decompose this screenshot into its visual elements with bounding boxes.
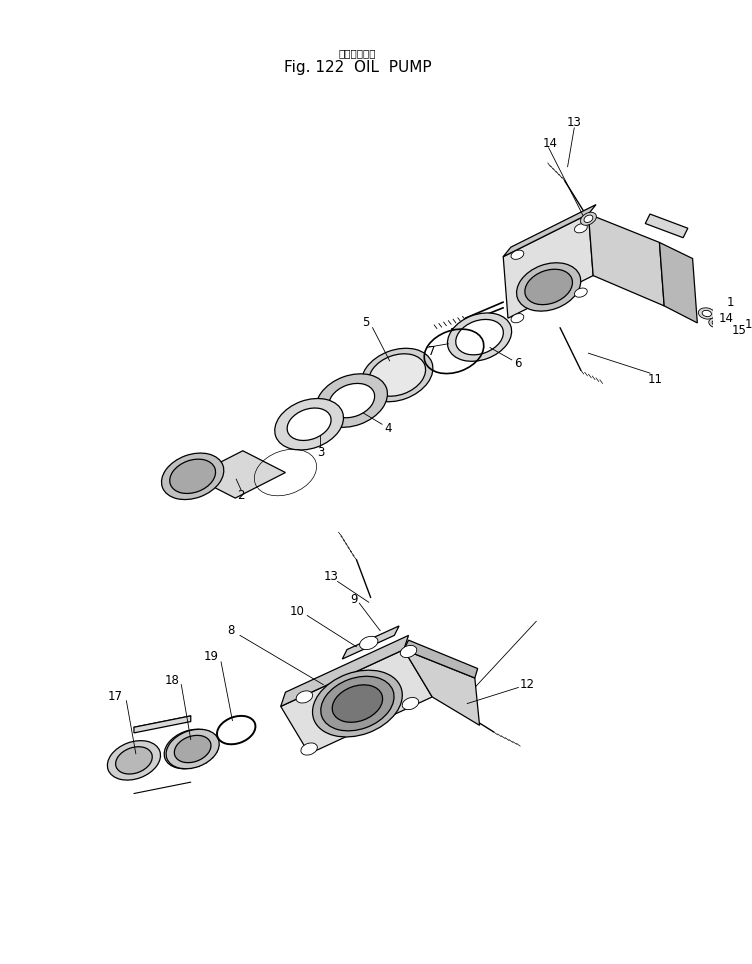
Polygon shape [342, 626, 399, 659]
Ellipse shape [164, 730, 217, 768]
Ellipse shape [720, 316, 726, 320]
Ellipse shape [316, 374, 387, 427]
Ellipse shape [447, 313, 511, 362]
Ellipse shape [400, 646, 417, 657]
Ellipse shape [517, 263, 581, 311]
Ellipse shape [170, 459, 216, 494]
Ellipse shape [313, 670, 402, 736]
Text: 14: 14 [543, 137, 558, 149]
Polygon shape [503, 214, 593, 318]
Ellipse shape [329, 384, 374, 417]
Ellipse shape [581, 212, 596, 226]
Text: 18: 18 [165, 675, 179, 687]
Polygon shape [588, 214, 664, 306]
Ellipse shape [708, 318, 723, 328]
Text: 13: 13 [323, 570, 338, 583]
Text: 9: 9 [350, 593, 357, 606]
Text: 17: 17 [108, 690, 123, 704]
Ellipse shape [166, 730, 220, 768]
Ellipse shape [359, 636, 378, 650]
Ellipse shape [174, 736, 211, 763]
Ellipse shape [456, 319, 503, 355]
Text: 6: 6 [514, 357, 521, 370]
Polygon shape [280, 635, 408, 707]
Text: 5: 5 [362, 316, 370, 330]
Polygon shape [134, 716, 191, 733]
Text: 15: 15 [732, 324, 747, 337]
Ellipse shape [301, 743, 317, 755]
Text: 16: 16 [744, 318, 752, 332]
Text: 12: 12 [520, 678, 535, 691]
Polygon shape [660, 243, 697, 323]
Text: 4: 4 [384, 422, 392, 436]
Text: 14: 14 [718, 311, 733, 325]
Polygon shape [503, 204, 596, 256]
Polygon shape [645, 214, 688, 238]
Ellipse shape [511, 250, 524, 259]
Ellipse shape [362, 348, 433, 402]
Text: 13: 13 [567, 116, 581, 129]
Ellipse shape [717, 314, 729, 322]
Ellipse shape [584, 215, 593, 223]
Text: 1: 1 [726, 296, 734, 308]
Text: オイルポンプ: オイルポンプ [338, 48, 376, 59]
Ellipse shape [402, 698, 419, 710]
Ellipse shape [287, 408, 331, 441]
Ellipse shape [699, 308, 715, 319]
Polygon shape [404, 640, 478, 678]
Ellipse shape [162, 453, 224, 499]
Ellipse shape [511, 313, 524, 323]
Ellipse shape [575, 288, 587, 297]
Ellipse shape [575, 224, 587, 233]
Ellipse shape [116, 747, 152, 774]
Polygon shape [280, 650, 432, 754]
Ellipse shape [296, 691, 313, 703]
Ellipse shape [525, 269, 572, 305]
Polygon shape [193, 451, 286, 498]
Text: Fig. 122  OIL  PUMP: Fig. 122 OIL PUMP [284, 60, 431, 74]
Text: 19: 19 [204, 650, 219, 662]
Ellipse shape [332, 684, 383, 722]
Ellipse shape [274, 398, 344, 450]
Ellipse shape [108, 740, 160, 780]
Text: 10: 10 [290, 605, 305, 618]
Ellipse shape [712, 320, 720, 326]
Text: 2: 2 [237, 489, 244, 501]
Text: 8: 8 [227, 624, 234, 637]
Ellipse shape [321, 677, 394, 731]
Polygon shape [404, 650, 480, 725]
Ellipse shape [368, 354, 426, 396]
Text: 11: 11 [647, 373, 663, 387]
Text: 7: 7 [429, 345, 436, 358]
Text: 3: 3 [317, 446, 324, 459]
Ellipse shape [702, 310, 711, 316]
